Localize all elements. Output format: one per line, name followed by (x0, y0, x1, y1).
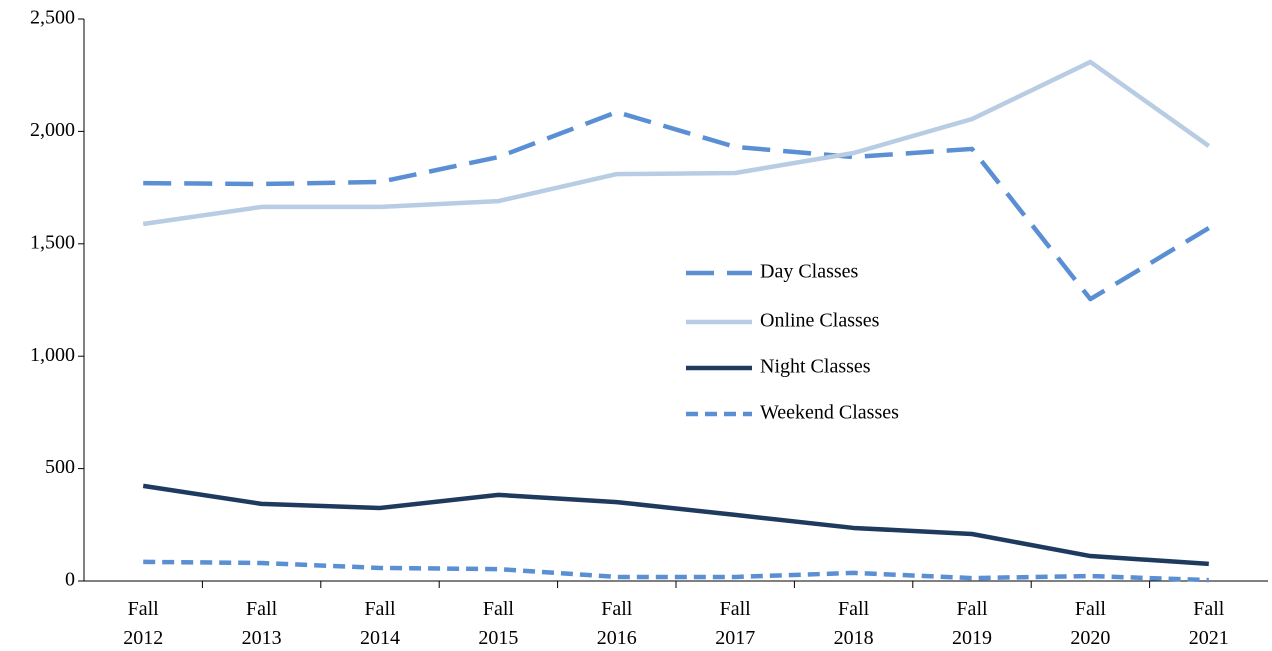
legend-label: Online Classes (760, 310, 880, 332)
x-tick-label: Fall 2012 (123, 598, 164, 649)
series-line (142, 483, 1209, 567)
series-line (142, 59, 1211, 227)
x-tick-label: Fall 2018 (833, 598, 874, 649)
x-tick-label: Fall 2021 (1188, 598, 1229, 649)
y-tick-label: 2,500 (30, 7, 75, 29)
x-tick-label: Fall 2017 (715, 598, 756, 649)
y-tick-label: 1,500 (30, 231, 75, 253)
series-line (143, 559, 1209, 583)
y-tick-label: 0 (65, 569, 75, 591)
x-tick-label: Fall 2013 (241, 598, 282, 649)
x-tick-label: Fall 2016 (596, 598, 637, 649)
legend-label: Night Classes (760, 356, 871, 378)
x-tick-label: Fall 2014 (360, 598, 400, 649)
legend-label: Weekend Classes (760, 402, 899, 424)
x-tick-label: Fall 2015 (478, 598, 519, 649)
x-tick-label: Fall 2019 (952, 598, 992, 649)
series-line (143, 109, 1210, 302)
x-tick-label: Fall 2020 (1070, 598, 1111, 649)
y-tick-label: 500 (45, 456, 75, 478)
legend-label: Day Classes (760, 261, 859, 283)
y-tick-label: 1,000 (30, 344, 75, 366)
y-tick-label: 2,000 (30, 119, 75, 141)
